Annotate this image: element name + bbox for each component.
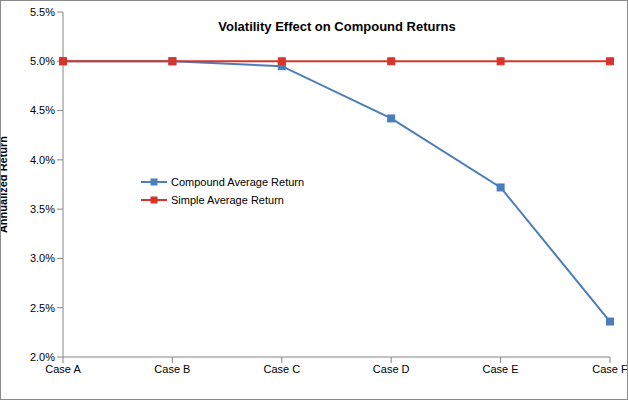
svg-text:2.5%: 2.5% (30, 302, 55, 314)
svg-text:4.0%: 4.0% (30, 154, 55, 166)
svg-text:Case F: Case F (592, 363, 620, 375)
html-text:Volatility Effect on Compound: Volatility Effect on Compound Returns (218, 19, 456, 34)
svg-text:5.0%: 5.0% (30, 55, 55, 67)
svg-text:4.5%: 4.5% (30, 104, 55, 116)
svg-text:5.5%: 5.5% (30, 6, 55, 18)
svg-text:2.0%: 2.0% (30, 351, 55, 363)
svg-text:Annualized Return: Annualized Return (8, 136, 9, 233)
html-text:Compound Average Return: Compound Average Return (171, 176, 305, 188)
svg-text:Case D: Case D (373, 363, 410, 375)
svg-text:3.5%: 3.5% (30, 203, 55, 215)
svg-text:Case E: Case E (483, 363, 519, 375)
svg-text:Case A: Case A (45, 363, 81, 375)
svg-text:Case C: Case C (263, 363, 300, 375)
svg-text:3.0%: 3.0% (30, 252, 55, 264)
svg-text:Case B: Case B (154, 363, 190, 375)
html-text:Simple Average Return: Simple Average Return (171, 194, 284, 206)
